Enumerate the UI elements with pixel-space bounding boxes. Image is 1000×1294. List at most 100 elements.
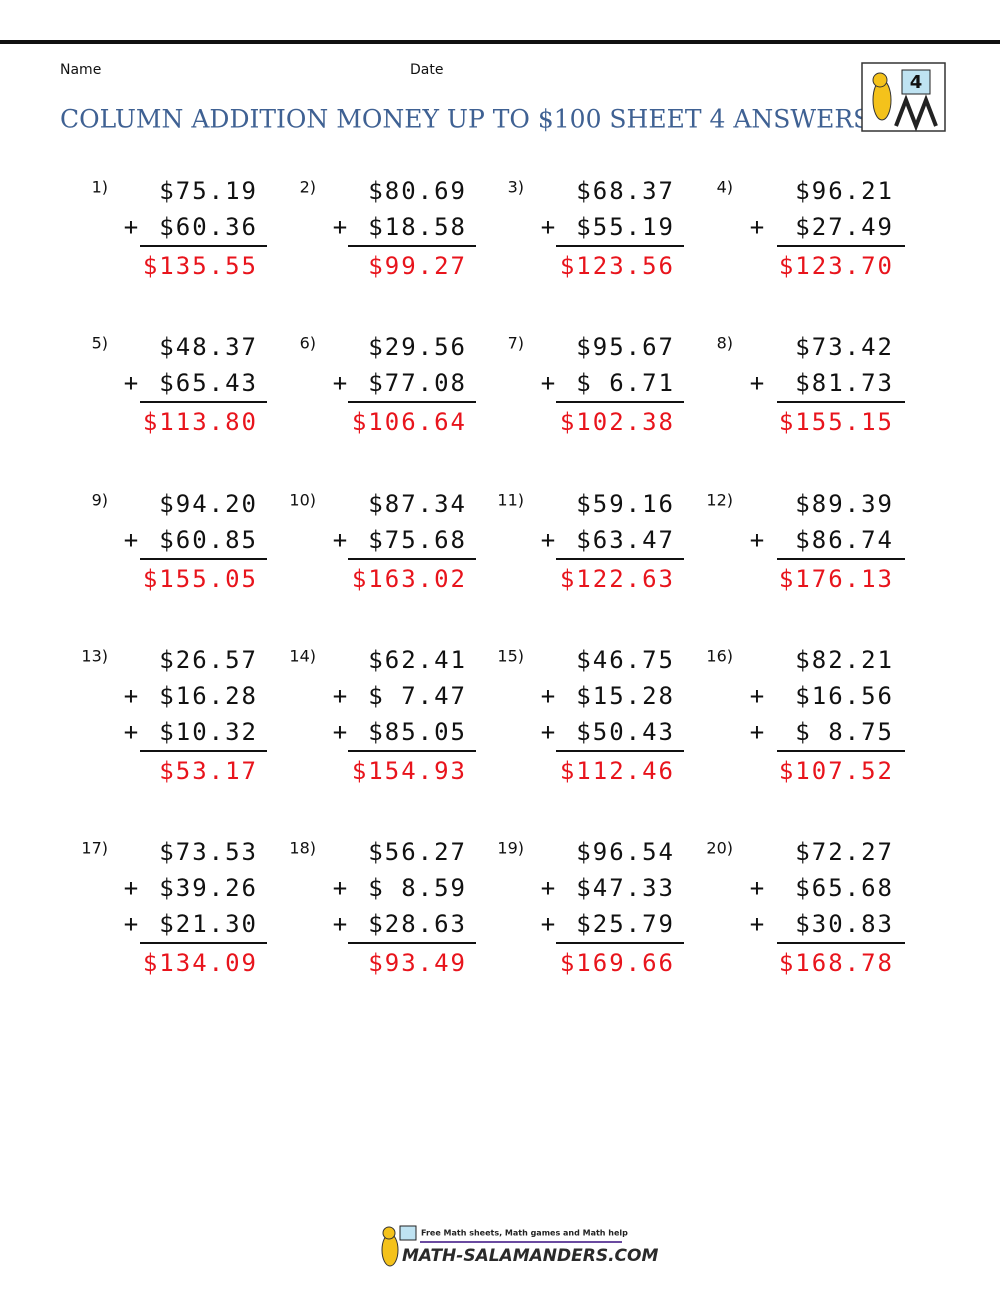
plus-sign: + xyxy=(541,213,557,241)
answer: $163.02 xyxy=(352,565,467,593)
addend: $ 7.47 xyxy=(368,682,467,710)
addend: $56.27 xyxy=(368,838,467,866)
name-label: Name xyxy=(60,62,101,78)
problem-number: 14) xyxy=(289,647,316,666)
problem-number: 4) xyxy=(717,178,733,197)
addend: $48.37 xyxy=(159,333,258,361)
plus-sign: + xyxy=(333,682,349,710)
plus-sign: + xyxy=(333,526,349,554)
addend: $ 8.75 xyxy=(795,718,894,746)
addend: $18.58 xyxy=(368,213,467,241)
plus-sign: + xyxy=(541,682,557,710)
answer: $176.13 xyxy=(779,565,894,593)
answer: $106.64 xyxy=(352,408,467,436)
plus-sign: + xyxy=(124,526,140,554)
answer: $113.80 xyxy=(143,408,258,436)
addend: $65.43 xyxy=(159,369,258,397)
plus-sign: + xyxy=(124,874,140,902)
addend: $16.56 xyxy=(795,682,894,710)
problem-number: 3) xyxy=(508,178,524,197)
addend: $60.85 xyxy=(159,526,258,554)
plus-sign: + xyxy=(541,910,557,938)
addend: $50.43 xyxy=(576,718,675,746)
logo: 4 xyxy=(861,62,946,132)
plus-sign: + xyxy=(750,910,766,938)
addend: $15.28 xyxy=(576,682,675,710)
plus-sign: + xyxy=(124,682,140,710)
addend: $39.26 xyxy=(159,874,258,902)
answer: $99.27 xyxy=(368,252,467,280)
answer: $122.63 xyxy=(560,565,675,593)
problem-number: 10) xyxy=(289,491,316,510)
plus-sign: + xyxy=(750,369,766,397)
answer: $168.78 xyxy=(779,949,894,977)
problem-number: 1) xyxy=(92,178,108,197)
addend: $77.08 xyxy=(368,369,467,397)
problem-number: 18) xyxy=(289,839,316,858)
answer: $112.46 xyxy=(560,757,675,785)
problems: 1) $75.19 + $60.36 $135.55 2) $80.69 + $18.58 $99… xyxy=(81,177,905,977)
plus-sign: + xyxy=(541,718,557,746)
plus-sign: + xyxy=(750,718,766,746)
date-label: Date xyxy=(410,62,443,78)
addend: $16.28 xyxy=(159,682,258,710)
addend: $94.20 xyxy=(159,490,258,518)
addend: $85.05 xyxy=(368,718,467,746)
problem-number: 17) xyxy=(81,839,108,858)
logo-number: 4 xyxy=(910,72,923,93)
addend: $80.69 xyxy=(368,177,467,205)
plus-sign: + xyxy=(750,213,766,241)
plus-sign: + xyxy=(124,910,140,938)
addend: $47.33 xyxy=(576,874,675,902)
answer: $155.15 xyxy=(779,408,894,436)
addend: $30.83 xyxy=(795,910,894,938)
addend: $63.47 xyxy=(576,526,675,554)
plus-sign: + xyxy=(541,369,557,397)
answer: $93.49 xyxy=(368,949,467,977)
plus-sign: + xyxy=(541,874,557,902)
addend: $55.19 xyxy=(576,213,675,241)
addend: $62.41 xyxy=(368,646,467,674)
footer-site: MATH-SALAMANDERS.COM xyxy=(402,1246,658,1266)
addend: $86.74 xyxy=(795,526,894,554)
problem-number: 8) xyxy=(717,334,733,353)
plus-sign: + xyxy=(333,910,349,938)
addend: $96.21 xyxy=(795,177,894,205)
plus-sign: + xyxy=(750,874,766,902)
addend: $ 8.59 xyxy=(368,874,467,902)
addend: $60.36 xyxy=(159,213,258,241)
addend: $87.34 xyxy=(368,490,467,518)
answer: $107.52 xyxy=(779,757,894,785)
addend: $10.32 xyxy=(159,718,258,746)
addend: $68.37 xyxy=(576,177,675,205)
title: COLUMN ADDITION MONEY UP TO $100 SHEET 4… xyxy=(60,105,870,134)
plus-sign: + xyxy=(124,369,140,397)
addend: $ 6.71 xyxy=(576,369,675,397)
answer: $154.93 xyxy=(352,757,467,785)
plus-sign: + xyxy=(333,874,349,902)
problem-number: 13) xyxy=(81,647,108,666)
addend: $29.56 xyxy=(368,333,467,361)
addend: $46.75 xyxy=(576,646,675,674)
plus-sign: + xyxy=(124,718,140,746)
answer: $102.38 xyxy=(560,408,675,436)
addend: $28.63 xyxy=(368,910,467,938)
addend: $27.49 xyxy=(795,213,894,241)
addend: $75.68 xyxy=(368,526,467,554)
addend: $82.21 xyxy=(795,646,894,674)
problem-number: 12) xyxy=(706,491,733,510)
plus-sign: + xyxy=(333,369,349,397)
problem-number: 5) xyxy=(92,334,108,353)
addend: $81.73 xyxy=(795,369,894,397)
addend: $96.54 xyxy=(576,838,675,866)
problem-number: 2) xyxy=(300,178,316,197)
answer: $155.05 xyxy=(143,565,258,593)
answer: $134.09 xyxy=(143,949,258,977)
plus-sign: + xyxy=(333,213,349,241)
top-rule xyxy=(0,40,1000,44)
answer: $135.55 xyxy=(143,252,258,280)
problem-number: 19) xyxy=(497,839,524,858)
addend: $73.42 xyxy=(795,333,894,361)
answer: $169.66 xyxy=(560,949,675,977)
